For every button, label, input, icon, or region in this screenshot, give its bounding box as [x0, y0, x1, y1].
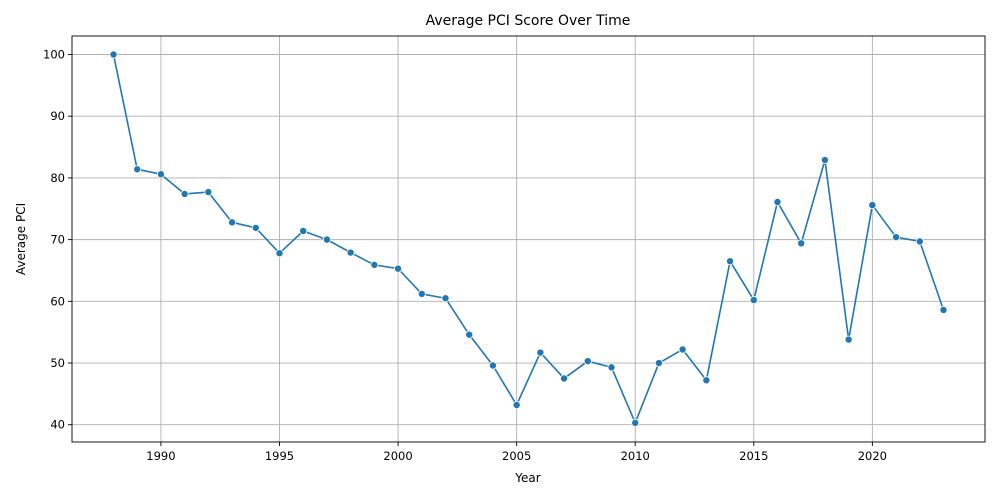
- data-point: [109, 50, 118, 59]
- y-tick-label: 40: [50, 418, 65, 432]
- x-tick-label: 2000: [383, 449, 412, 463]
- data-point: [631, 418, 640, 427]
- x-tick-label: 2005: [502, 449, 531, 463]
- data-point: [512, 400, 521, 409]
- data-point: [536, 348, 545, 357]
- data-point: [204, 188, 213, 197]
- data-point: [915, 237, 924, 246]
- data-point: [583, 357, 592, 366]
- data-point: [892, 233, 901, 242]
- data-point: [465, 330, 474, 339]
- data-point: [370, 260, 379, 269]
- y-axis-label: Average PCI: [14, 203, 28, 275]
- data-point: [299, 226, 308, 235]
- data-point: [275, 249, 284, 258]
- data-point: [488, 361, 497, 370]
- data-point: [228, 218, 237, 227]
- data-point: [654, 359, 663, 368]
- data-point: [820, 156, 829, 165]
- y-tick-label: 100: [43, 48, 65, 62]
- data-point: [678, 345, 687, 354]
- y-tick-label: 80: [50, 171, 65, 185]
- axis-ticks: 1990 1995 2000 2005 2010 2015 2020 40 50 60 70 80 90…: [43, 48, 887, 463]
- y-tick-label: 60: [50, 294, 65, 308]
- data-series: [109, 50, 948, 427]
- data-point: [156, 170, 165, 179]
- series-line: [112, 54, 945, 424]
- y-tick-label: 50: [50, 356, 65, 370]
- data-point: [844, 335, 853, 344]
- data-point: [346, 248, 355, 257]
- data-point: [726, 257, 735, 266]
- data-point: [322, 235, 331, 244]
- data-point: [607, 363, 616, 372]
- chart-title: Average PCI Score Over Time: [426, 13, 631, 29]
- data-point: [939, 305, 948, 314]
- x-tick-label: 1990: [146, 449, 175, 463]
- x-tick-label: 2010: [621, 449, 650, 463]
- x-axis-label: Year: [514, 471, 540, 485]
- x-tick-label: 1995: [265, 449, 294, 463]
- data-point: [441, 294, 450, 303]
- data-point: [417, 289, 426, 298]
- x-tick-label: 2020: [858, 449, 887, 463]
- data-point: [560, 374, 569, 383]
- data-point: [180, 189, 189, 198]
- data-point: [773, 197, 782, 206]
- y-tick-label: 70: [50, 233, 65, 247]
- data-point: [797, 239, 806, 248]
- data-point: [251, 223, 260, 232]
- data-point: [868, 201, 877, 210]
- data-point: [394, 264, 403, 273]
- data-point: [749, 296, 758, 305]
- x-tick-label: 2015: [739, 449, 768, 463]
- data-point: [133, 165, 142, 174]
- y-tick-label: 90: [50, 109, 65, 123]
- data-point: [702, 376, 711, 385]
- plot-frame: [71, 35, 986, 443]
- grid-lines: [72, 36, 985, 442]
